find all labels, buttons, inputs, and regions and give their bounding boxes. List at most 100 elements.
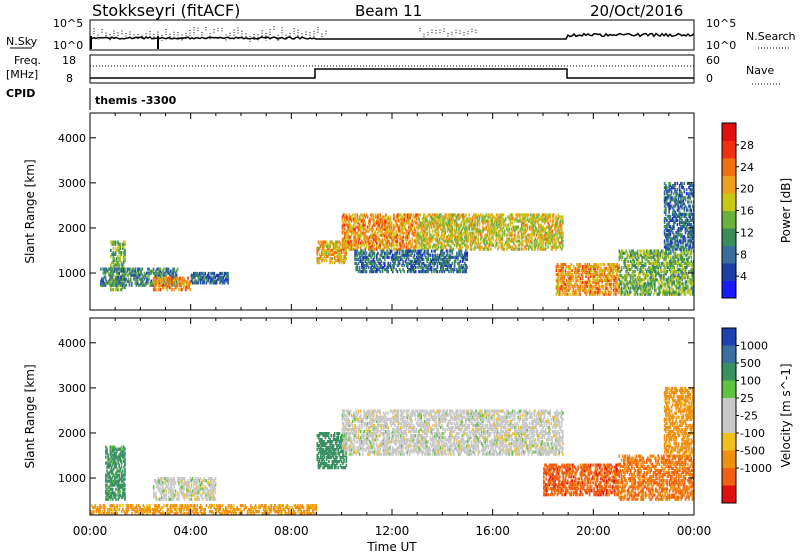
data-cell	[343, 256, 345, 261]
data-cell	[396, 249, 399, 253]
data-cell	[390, 231, 393, 235]
data-cell	[393, 223, 395, 227]
data-cell	[338, 250, 341, 254]
data-cell	[417, 233, 419, 237]
data-cell	[429, 243, 432, 247]
data-cell	[379, 215, 381, 219]
data-cell	[387, 245, 389, 249]
data-cell	[348, 229, 351, 233]
data-cell	[155, 288, 157, 292]
data-cell	[426, 247, 428, 251]
data-cell	[139, 283, 141, 287]
data-cell	[387, 215, 389, 219]
data-cell	[117, 246, 119, 250]
data-cell	[347, 243, 349, 247]
data-cell	[120, 261, 123, 265]
data-cell	[578, 272, 581, 277]
data-cell	[195, 273, 197, 277]
data-cell	[122, 265, 125, 269]
data-cell	[420, 225, 423, 229]
data-cell	[683, 257, 686, 261]
data-cell	[406, 233, 409, 237]
data-cell	[357, 227, 360, 231]
data-cell	[409, 215, 411, 219]
data-cell	[378, 223, 380, 227]
data-cell	[404, 227, 407, 231]
data-cell	[363, 235, 365, 239]
data-cell	[316, 248, 319, 252]
data-cell	[155, 280, 157, 284]
data-cell	[117, 265, 119, 269]
data-cell	[222, 275, 225, 279]
data-cell	[576, 292, 578, 296]
data-cell	[141, 267, 143, 271]
data-cell	[350, 217, 353, 221]
data-cell	[357, 237, 360, 241]
data-cell	[373, 219, 376, 223]
data-cell	[152, 267, 155, 271]
data-cell	[456, 251, 458, 255]
data-cell	[321, 252, 323, 256]
data-cell	[432, 219, 434, 223]
data-cell	[669, 214, 672, 218]
data-cell	[628, 263, 631, 268]
freq-label-top: Freq.	[14, 54, 41, 67]
data-cell	[135, 279, 138, 283]
data-cell	[414, 233, 417, 237]
data-cell	[346, 215, 348, 219]
data-cell	[607, 286, 609, 290]
data-cell	[358, 265, 361, 270]
data-cell	[389, 217, 392, 221]
data-cell	[358, 217, 361, 221]
data-cell	[342, 237, 345, 241]
freq-left-tick-top: 18	[62, 54, 76, 67]
data-cell	[416, 221, 418, 225]
data-cell	[368, 237, 370, 241]
data-cell	[401, 243, 403, 247]
data-cell	[124, 248, 126, 252]
data-cell	[157, 284, 160, 288]
data-cell	[390, 235, 393, 239]
data-cell	[437, 229, 440, 233]
data-cell	[437, 245, 440, 249]
data-cell	[122, 255, 125, 259]
data-cell	[182, 276, 185, 280]
data-cell	[332, 250, 335, 254]
data-cell	[104, 281, 107, 285]
data-cell	[148, 277, 150, 281]
data-cell	[329, 259, 331, 263]
data-cell	[360, 223, 362, 227]
data-cell	[195, 281, 197, 285]
data-cell	[159, 278, 162, 282]
data-cell	[146, 277, 148, 281]
data-cell	[317, 248, 320, 252]
data-cell	[182, 286, 185, 290]
data-cell	[212, 277, 214, 281]
data-cell	[132, 273, 134, 277]
data-cell	[347, 231, 349, 235]
data-cell	[337, 250, 339, 254]
data-cell	[362, 215, 364, 219]
data-cell	[360, 231, 362, 235]
data-cell	[544, 247, 547, 251]
data-cell	[385, 225, 387, 229]
data-cell	[390, 223, 393, 227]
data-cell	[186, 286, 188, 290]
data-cell	[342, 229, 345, 233]
data-cell	[385, 235, 387, 239]
data-cell	[219, 275, 221, 279]
data-cell	[119, 257, 121, 261]
data-cell	[137, 283, 140, 287]
data-cell	[372, 227, 375, 231]
data-cell	[171, 280, 173, 284]
data-cell	[194, 275, 196, 279]
data-cell	[551, 229, 554, 233]
data-cell	[316, 250, 319, 254]
data-cell	[412, 213, 415, 217]
data-cell	[393, 247, 395, 251]
data-cell	[199, 277, 202, 281]
data-cell	[173, 269, 176, 273]
data-cell	[345, 250, 348, 254]
data-cell	[122, 259, 125, 263]
scatter-region	[152, 276, 192, 292]
